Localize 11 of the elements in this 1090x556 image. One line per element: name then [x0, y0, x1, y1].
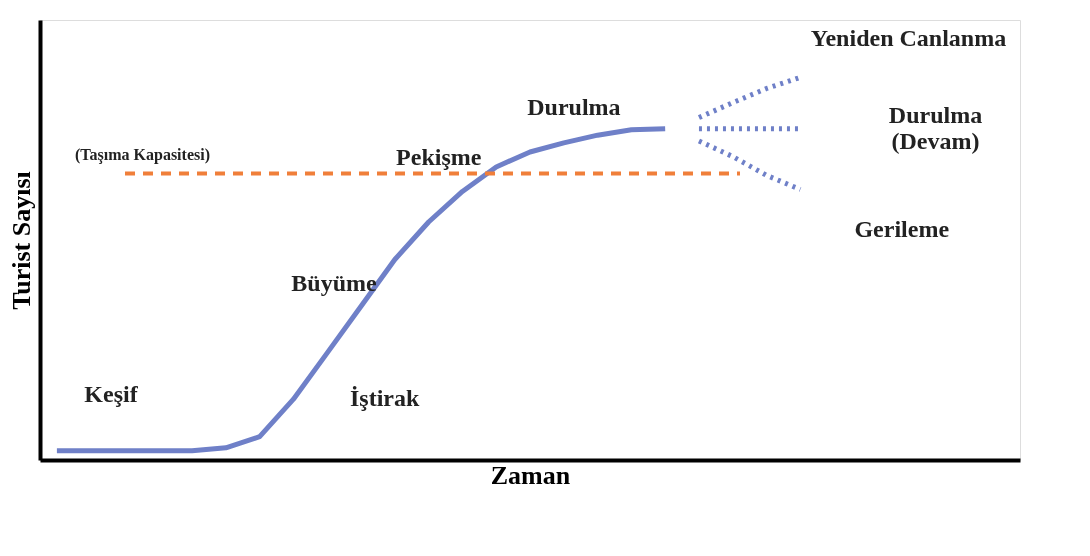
annotation: Keşif	[84, 380, 139, 407]
annotation: Durulma	[527, 94, 621, 120]
annotation: İştirak	[350, 384, 421, 411]
ref-line-label: (Taşıma Kapasitesi)	[75, 146, 210, 165]
text: Yeniden Canlanma	[810, 25, 1007, 52]
y-axis-title: Turist Sayısı	[6, 171, 36, 310]
annotation: Büyüme	[291, 270, 378, 296]
x-axis-title: Zaman	[490, 460, 571, 490]
text: Gerileme	[854, 216, 950, 243]
annotation: Pekişme	[396, 143, 482, 170]
text: Durulma (Devam)	[888, 101, 983, 154]
